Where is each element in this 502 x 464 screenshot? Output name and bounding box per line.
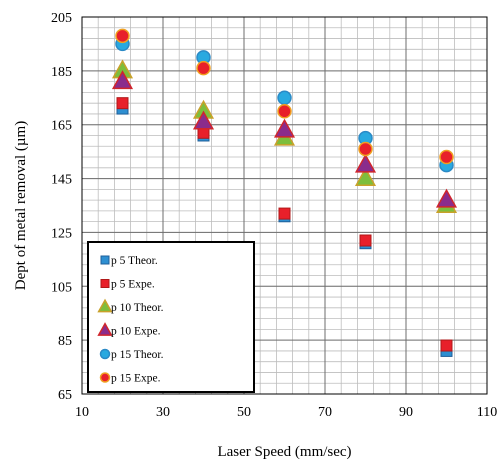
x-tick-label: 50 — [237, 405, 251, 420]
series-2 — [116, 97, 453, 352]
series-4 — [111, 70, 458, 208]
legend-label: p 15 Expe. — [111, 373, 161, 385]
y-tick-label: 105 — [51, 280, 72, 295]
legend-marker — [97, 298, 113, 313]
data-marks — [111, 28, 458, 357]
legend-marker — [100, 279, 110, 288]
legend-marker — [97, 322, 113, 336]
data-point — [354, 153, 377, 173]
data-point — [278, 207, 291, 220]
data-point — [359, 234, 372, 247]
y-tick-label: 65 — [58, 388, 72, 403]
data-point — [277, 104, 292, 119]
x-tick-label: 70 — [318, 405, 332, 420]
data-point — [277, 90, 292, 106]
data-point — [115, 28, 130, 44]
x-tick-label: 10 — [75, 405, 89, 420]
data-point — [435, 188, 458, 208]
y-tick-label: 85 — [58, 334, 72, 349]
data-point — [440, 339, 453, 352]
data-point — [111, 70, 134, 90]
legend-label: p 5 Expe. — [111, 279, 155, 291]
data-point — [358, 141, 373, 157]
series-6 — [115, 28, 454, 165]
y-tick-label: 205 — [51, 11, 72, 26]
data-point — [116, 97, 129, 110]
x-tick-label: 30 — [156, 405, 170, 420]
legend-box — [87, 241, 255, 393]
x-tick-label: 90 — [399, 405, 413, 420]
y-tick-label: 145 — [51, 173, 72, 188]
y-axis-title: Dept of metal removal (µm) — [13, 121, 29, 290]
legend-marker — [99, 372, 111, 383]
plot-frame — [81, 16, 488, 395]
axes: 10 30 50 70 90 110 65 85 105 125 145 165 185 205 — [51, 11, 497, 420]
data-point — [354, 167, 377, 187]
data-point — [273, 118, 296, 138]
legend-label: p 10 Theor. — [111, 302, 164, 314]
legend-marker — [99, 348, 111, 360]
x-tick-label: 110 — [477, 405, 497, 420]
y-tick-label: 185 — [51, 65, 72, 80]
y-tick-label: 165 — [51, 119, 72, 134]
x-axis-title: Laser Speed (mm/sec) — [217, 444, 351, 460]
legend-label: p 15 Theor. — [111, 349, 164, 361]
legend-marker — [100, 255, 110, 265]
data-point — [439, 149, 454, 165]
legend: p 5 Theor. p 5 Expe. p 10 Theor. p 10 Expe.… — [87, 241, 255, 393]
data-point — [192, 110, 215, 130]
legend-label: p 5 Theor. — [111, 255, 158, 267]
legend-label: p 10 Expe. — [111, 326, 161, 338]
y-tick-label: 125 — [51, 226, 72, 241]
data-point — [196, 60, 211, 76]
